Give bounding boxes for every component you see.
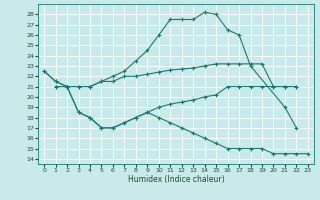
X-axis label: Humidex (Indice chaleur): Humidex (Indice chaleur) [128, 175, 224, 184]
